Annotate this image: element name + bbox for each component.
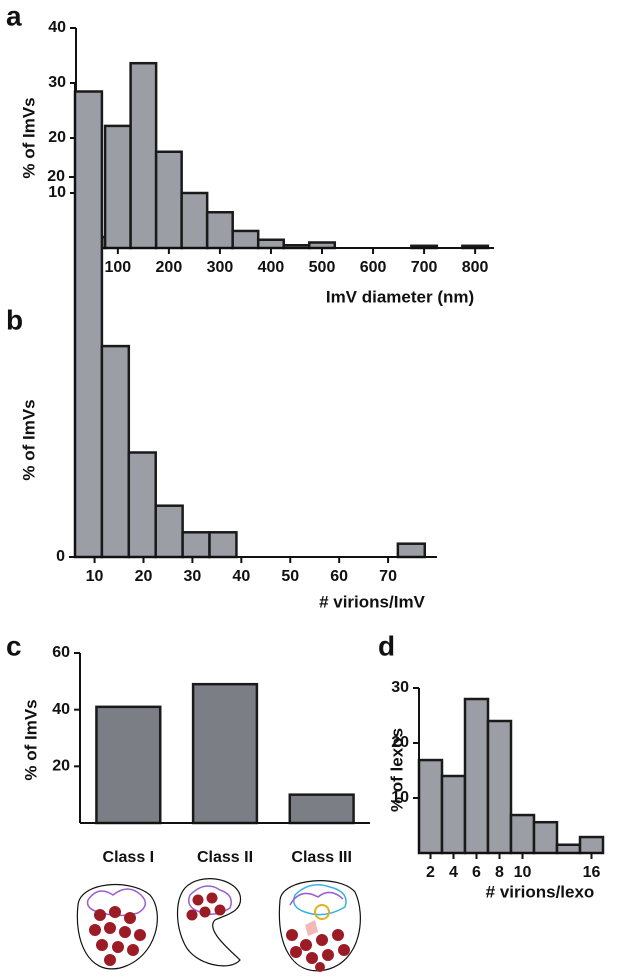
bar <box>578 835 605 855</box>
bar <box>205 211 234 250</box>
x-tick-label: 70 <box>379 568 397 585</box>
panel-letter: c <box>6 630 22 661</box>
bar <box>181 531 211 559</box>
x-tick-label: 10 <box>514 864 532 881</box>
x-tick-label: Class II <box>197 849 253 866</box>
bar <box>532 820 559 855</box>
cartoon-virions <box>89 906 146 966</box>
bar <box>417 758 444 855</box>
y-tick-label: 20 <box>48 129 66 146</box>
bar <box>440 774 467 855</box>
cartoon-class-3 <box>278 880 361 972</box>
class-cartoons <box>76 878 361 972</box>
x-tick-label: Class III <box>291 849 351 866</box>
bar <box>100 344 131 559</box>
cartoon-virions <box>286 929 350 972</box>
panel-letter: d <box>378 630 395 661</box>
bar <box>95 705 162 825</box>
x-tick-label: 30 <box>184 568 202 585</box>
bar <box>231 229 260 250</box>
cartoon-body <box>305 920 318 936</box>
x-tick-label: 700 <box>411 259 438 276</box>
y-tick-label: 30 <box>48 74 66 91</box>
bar <box>256 238 285 250</box>
y-tick-label: 0 <box>56 548 65 565</box>
x-tick-label: 100 <box>104 259 131 276</box>
x-tick-label: 60 <box>330 568 348 585</box>
cartoon-genome <box>188 885 232 915</box>
x-tick-label: 10 <box>86 568 104 585</box>
bar <box>509 813 536 855</box>
x-tick-label: 40 <box>232 568 250 585</box>
cartoon-ring <box>314 904 330 920</box>
y-axis-label: % of ImVs <box>19 399 38 480</box>
cartoon-genome <box>289 891 344 906</box>
x-axis-label: # virions/lexo <box>486 882 595 901</box>
x-tick-label: 8 <box>495 864 504 881</box>
bar <box>208 531 238 559</box>
y-tick-label: 10 <box>48 184 66 201</box>
y-tick-label: 10 <box>391 789 409 806</box>
bar <box>555 843 582 855</box>
x-tick-label: 500 <box>309 259 336 276</box>
x-tick-label: 2 <box>426 864 435 881</box>
bar <box>73 90 104 559</box>
bar <box>129 61 158 250</box>
bar <box>486 719 513 855</box>
bar <box>127 451 157 559</box>
bar <box>463 697 490 855</box>
x-tick-label: 400 <box>258 259 285 276</box>
bar <box>288 793 355 825</box>
bar <box>154 150 183 250</box>
y-tick-label: 40 <box>48 19 66 36</box>
y-tick-label: 40 <box>52 701 70 718</box>
y-axis-label: % of lexos <box>387 728 406 812</box>
x-tick-label: 300 <box>207 259 234 276</box>
panel-letter: a <box>6 0 22 31</box>
x-tick-label: 16 <box>583 864 601 881</box>
x-tick-label: 800 <box>462 259 489 276</box>
x-tick-label: 6 <box>472 864 481 881</box>
bar <box>396 542 427 559</box>
y-axis-label: % of ImVs <box>19 97 38 178</box>
bar <box>191 682 259 825</box>
panel-letter: b <box>6 304 23 335</box>
x-tick-label: 50 <box>281 568 299 585</box>
y-tick-label: 20 <box>391 734 409 751</box>
y-tick-label: 20 <box>52 758 70 775</box>
x-tick-label: 20 <box>135 568 153 585</box>
x-tick-label: 4 <box>449 864 458 881</box>
y-tick-label: 30 <box>391 679 409 696</box>
y-tick-label: 60 <box>52 644 70 661</box>
x-axis-label: ImV diameter (nm) <box>326 287 474 306</box>
x-tick-label: 200 <box>156 259 183 276</box>
bar <box>103 124 132 250</box>
x-tick-label: 600 <box>360 259 387 276</box>
y-tick-label: 20 <box>47 168 65 185</box>
x-tick-label: Class I <box>103 849 155 866</box>
cartoon-class-2 <box>176 878 242 967</box>
cartoon-virions <box>186 892 226 921</box>
cartoon-membrane <box>293 884 347 916</box>
x-axis-label: # virions/ImV <box>319 592 425 611</box>
bar <box>154 504 184 559</box>
y-axis-label: % of ImVs <box>21 699 40 780</box>
bar <box>180 191 209 250</box>
